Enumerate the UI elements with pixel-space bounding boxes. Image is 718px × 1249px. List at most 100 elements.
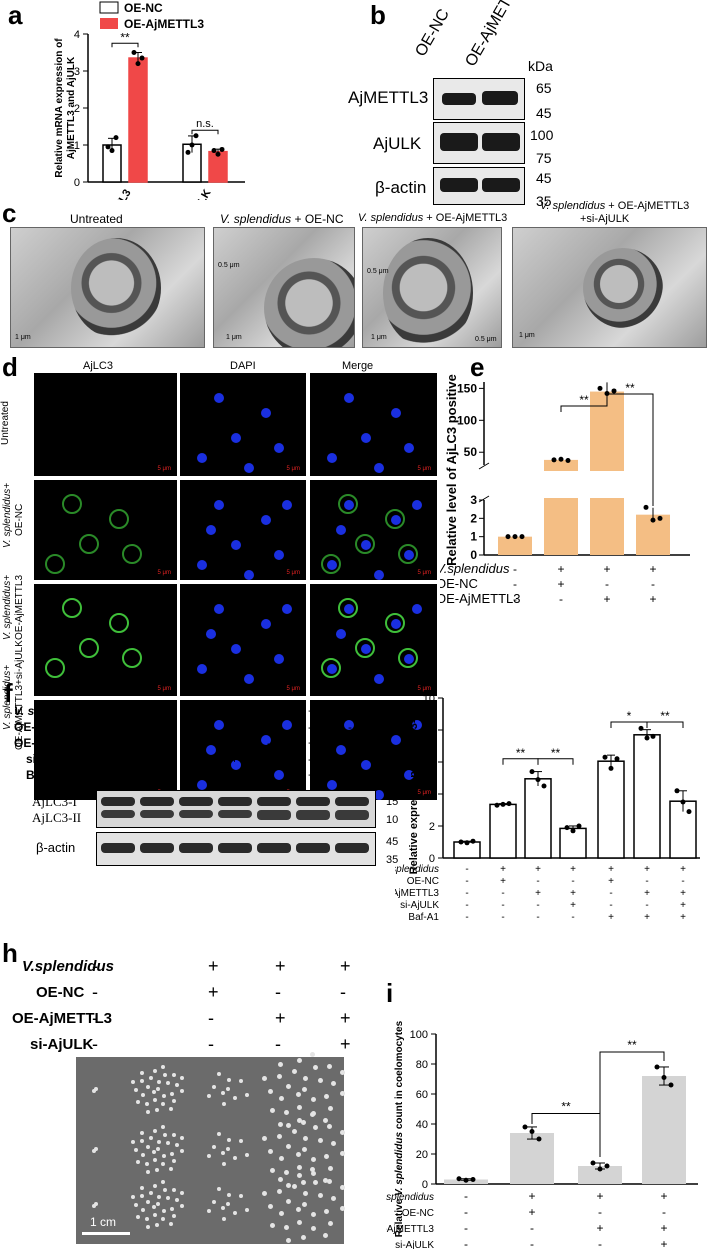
panel-letter-a: a <box>8 0 23 30</box>
dapi-nucleus <box>335 525 346 535</box>
ajlc3-ii-band <box>218 810 252 818</box>
blot-ajlc3 <box>96 790 376 828</box>
i-sig-label: ** <box>561 1100 571 1114</box>
colony <box>302 1202 307 1207</box>
colony <box>312 1125 318 1131</box>
ajlc3-i-band <box>257 797 291 806</box>
beta-actin-band <box>335 843 369 853</box>
dapi-nucleus <box>231 644 241 654</box>
colony <box>309 1166 315 1172</box>
e-condition-sign: - <box>513 607 517 608</box>
colony <box>172 1159 177 1164</box>
fluor-scale-label: 5 μm <box>157 686 171 692</box>
g-point <box>458 839 464 845</box>
f-condition-sign: - <box>118 768 122 782</box>
marker-35-b: 35 <box>536 193 552 209</box>
colony <box>170 1091 175 1096</box>
e-sig-bracket <box>606 382 654 506</box>
g-condition-sign: - <box>465 864 468 875</box>
e-point <box>657 515 663 521</box>
dapi-nucleus <box>282 720 292 730</box>
g-condition-label: si-AjULK <box>400 900 439 911</box>
dapi-nucleus <box>412 604 422 614</box>
em-title-untreated: Untreated <box>70 212 123 226</box>
a-sig-label: n.s. <box>196 118 214 130</box>
a-ytick-label: 4 <box>74 29 80 41</box>
a-ytick-label: 2 <box>74 103 80 115</box>
colony <box>285 1199 291 1205</box>
i-point <box>470 1177 476 1182</box>
colony <box>172 1214 177 1219</box>
dapi-nucleus <box>344 720 354 730</box>
g-condition-sign: + <box>608 876 614 887</box>
f-condition-sign: + <box>231 736 239 750</box>
colony <box>180 1076 185 1081</box>
g-condition-sign: - <box>536 912 539 923</box>
e-ytick-label: 0 <box>470 548 477 562</box>
colony <box>169 1221 174 1226</box>
colony <box>161 1208 166 1213</box>
colony <box>286 1123 292 1129</box>
em-image-vs-oeajmettl3: 0.5 μm 1 μm 0.5 μm <box>362 227 502 348</box>
ajlc3-ii-band <box>140 810 174 818</box>
colony <box>144 1216 149 1221</box>
dapi-nucleus <box>260 408 271 418</box>
a-sig-bracket <box>191 129 219 135</box>
a-point <box>193 133 199 139</box>
colony <box>161 1179 166 1184</box>
g-point <box>644 735 650 741</box>
panel-letter-f: f <box>4 678 13 708</box>
i-condition-label: OE-NC <box>402 1208 434 1219</box>
f-condition-sign: + <box>231 752 239 766</box>
i-point <box>536 1136 542 1142</box>
colony <box>279 1155 285 1161</box>
e-point <box>519 534 525 540</box>
g-condition-sign: - <box>501 900 504 911</box>
i-condition-sign: - <box>598 1205 602 1219</box>
g-bar <box>597 760 625 859</box>
a-xtick-label: AjULK <box>186 187 213 200</box>
colony <box>291 1069 297 1075</box>
colony <box>206 1094 211 1099</box>
colony <box>296 1164 302 1170</box>
colony <box>270 1107 276 1113</box>
i-point <box>529 1129 535 1134</box>
dapi-nucleus <box>260 619 271 629</box>
colony <box>303 1191 308 1197</box>
g-condition-sign: + <box>570 864 576 875</box>
colony <box>244 1207 249 1212</box>
colony-plate: 1 cm <box>76 1051 346 1244</box>
g-ytick-label: 10 <box>423 693 435 705</box>
colony <box>130 1195 135 1200</box>
colony <box>340 1185 346 1191</box>
g-condition-sign: + <box>680 912 686 923</box>
colony <box>145 1145 150 1150</box>
colony <box>171 1132 176 1137</box>
colony <box>297 1173 303 1179</box>
a-point <box>211 148 217 154</box>
colony <box>331 1140 337 1146</box>
ajlc3-signal <box>108 613 129 633</box>
lane-label-oe-nc: OE-NC <box>412 6 453 60</box>
h-condition-sign: + <box>275 1008 286 1028</box>
dapi-nucleus <box>335 745 346 755</box>
panel-letter-h: h <box>2 938 18 968</box>
h-condition-sign: - <box>92 1034 98 1054</box>
g-bar <box>489 803 517 859</box>
colony <box>155 1167 160 1172</box>
colony <box>162 1073 167 1078</box>
g-condition-sign: + <box>500 864 506 875</box>
colony <box>339 1205 345 1211</box>
colony <box>212 1199 217 1204</box>
e-ytick-label: 2 <box>470 511 477 525</box>
f-condition-sign: + <box>348 752 356 766</box>
a-ylabel-2: AjMETTL3 and AjULK <box>66 56 77 159</box>
h-condition-sign: + <box>208 956 219 976</box>
g-condition-sign: + <box>644 888 650 899</box>
h-condition-sign: - <box>208 1034 214 1054</box>
marker-75: 75 <box>536 150 552 166</box>
colony <box>153 1068 158 1073</box>
i-condition-label: V.splendidus <box>386 1192 434 1203</box>
colony <box>169 1106 174 1111</box>
